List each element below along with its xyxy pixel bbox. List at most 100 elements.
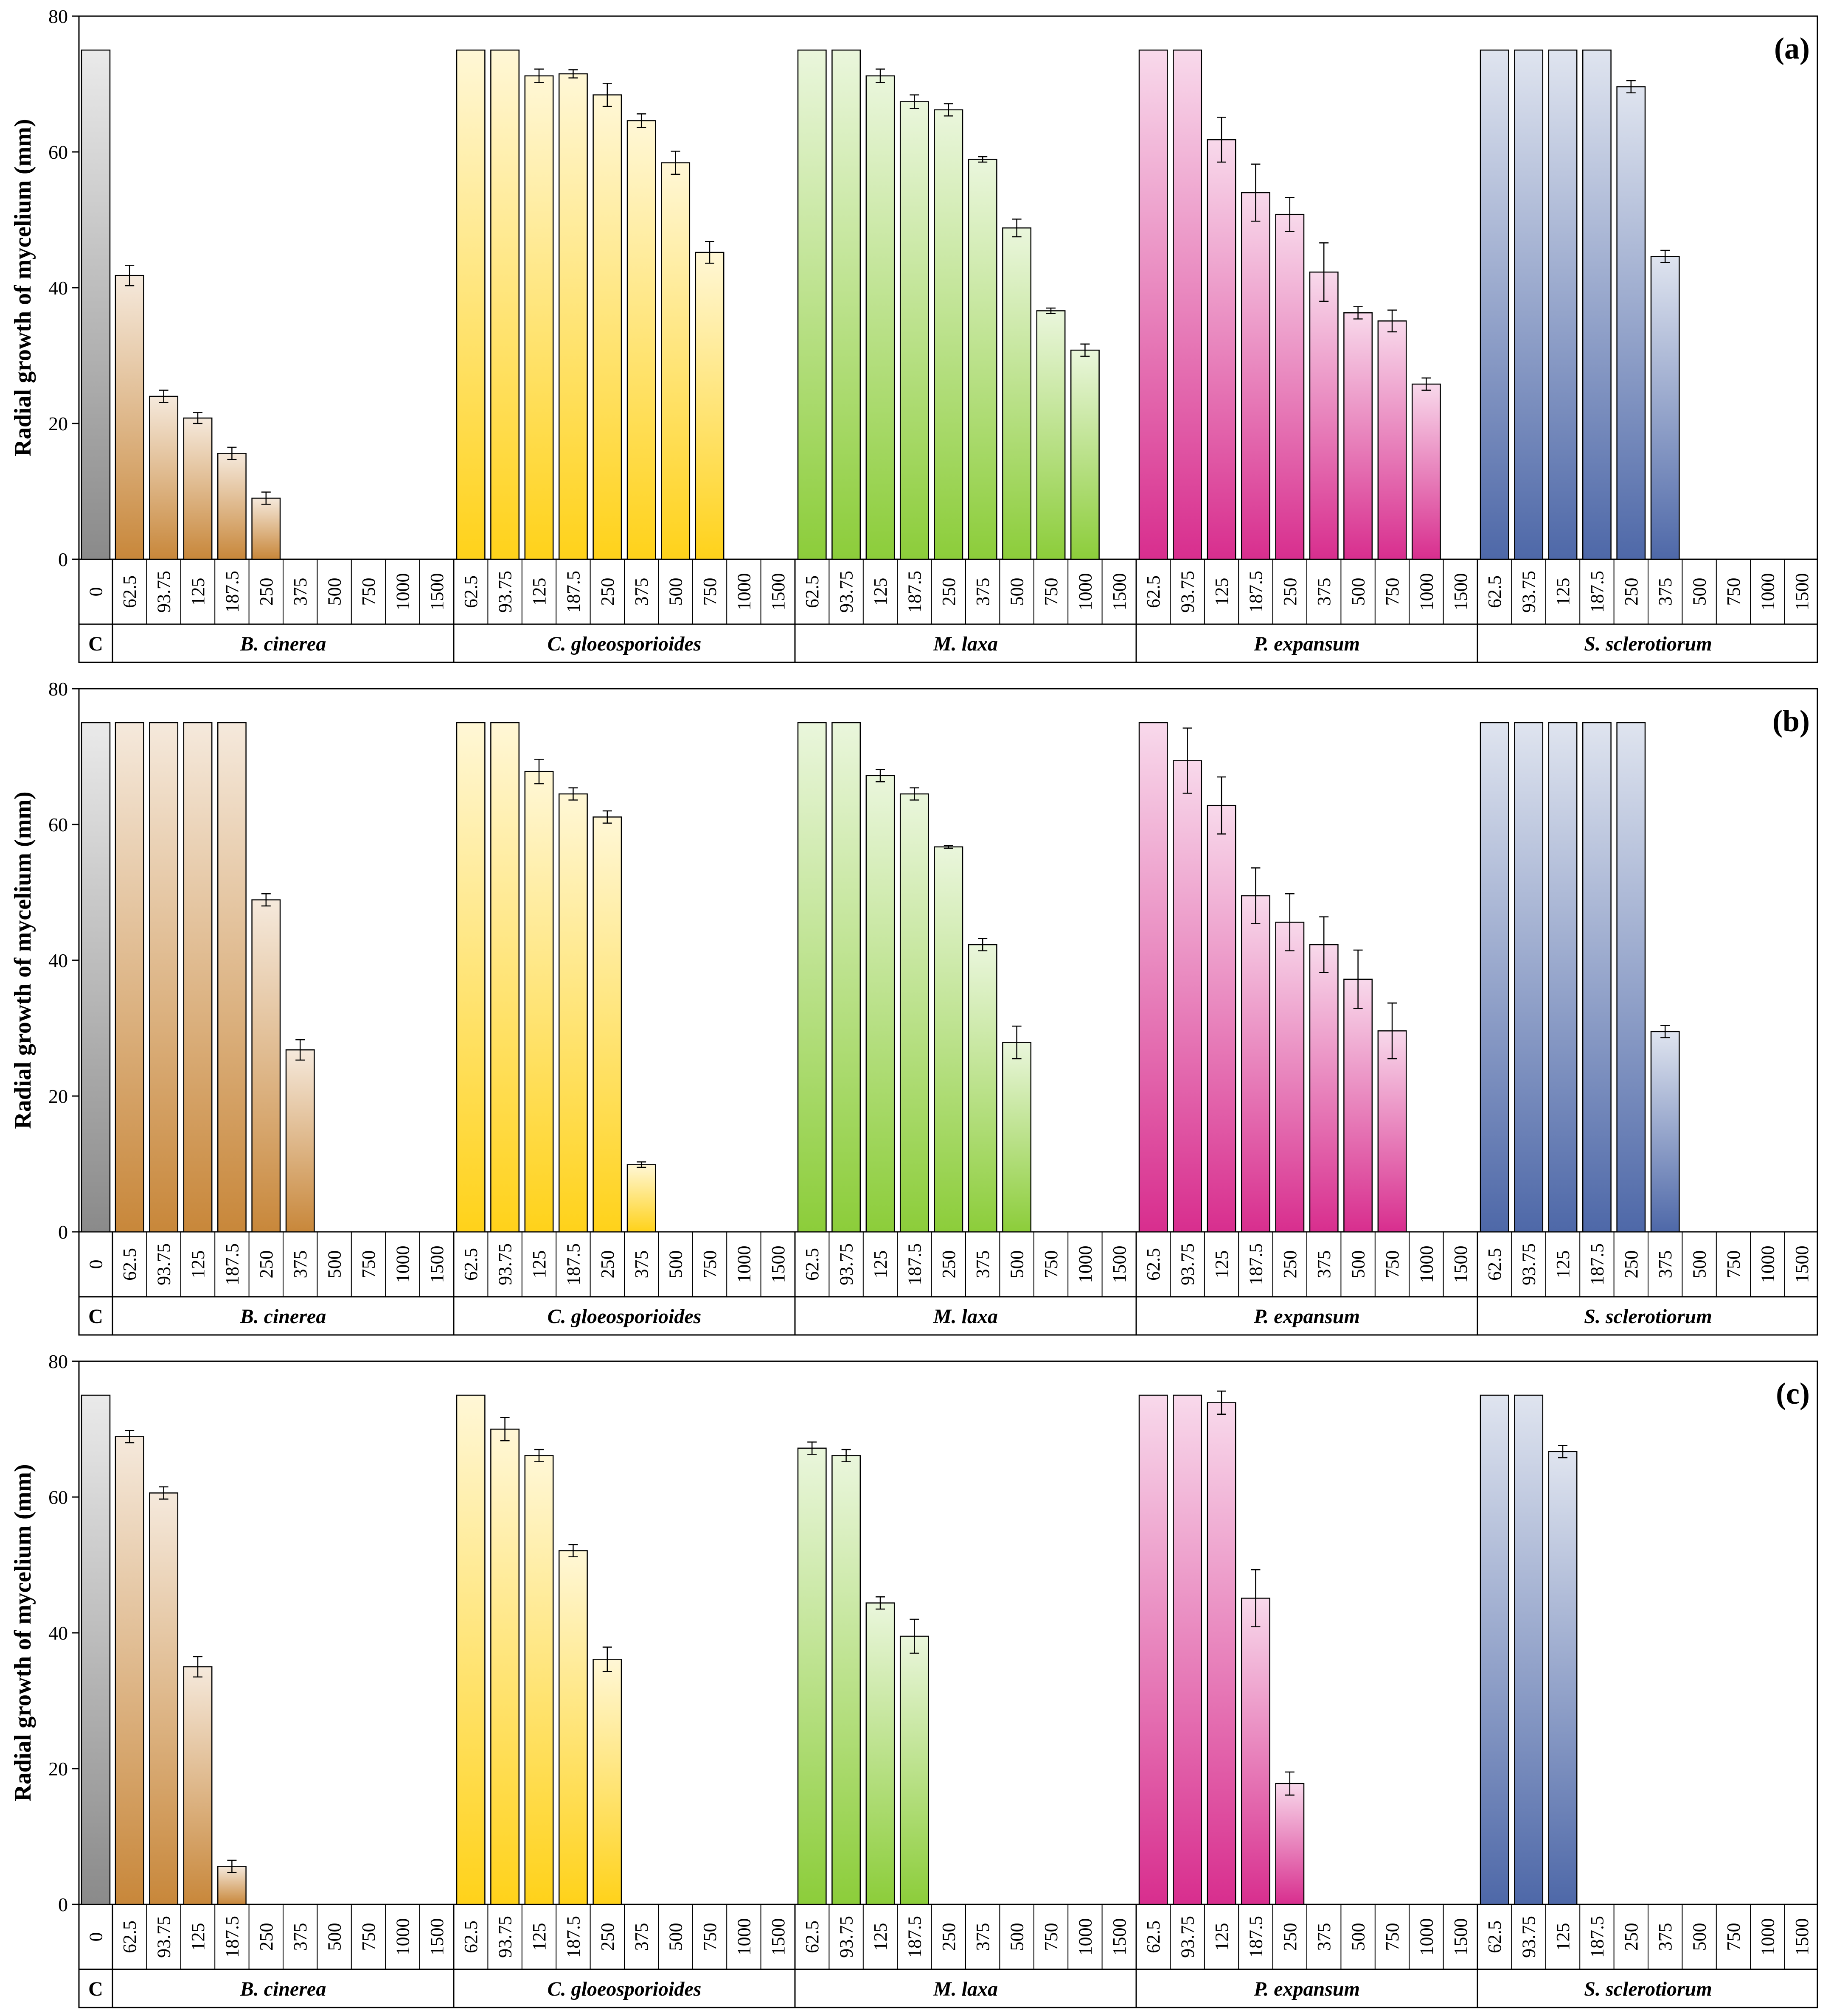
panel-1-s-sclerotiorum-dose-label: 187.5 xyxy=(1587,1243,1607,1285)
panel-2-y-tick-label: 40 xyxy=(48,1622,68,1644)
panel-1-m-laxa-dose-label: 500 xyxy=(1007,1251,1028,1279)
panel-1-p-expansum-bar xyxy=(1275,922,1305,1233)
panel-2-b-cinerea-dose-label: 125 xyxy=(188,1923,208,1951)
panel-1-s-sclerotiorum-group-label: S. sclerotiorum xyxy=(1584,1305,1712,1328)
panel-0-p-expansum-bar xyxy=(1377,320,1407,560)
panel-2-p-expansum-group-label: P. expansum xyxy=(1253,1978,1360,2000)
panel-0-control-dose-label: 0 xyxy=(86,587,107,597)
panel-0-c-gloeosporioides-bar xyxy=(490,49,520,560)
panel-0-p-expansum-bar xyxy=(1138,49,1168,560)
panel-1-b-cinerea-bar xyxy=(183,722,213,1233)
panel-1-b-cinerea-dose-label: 1000 xyxy=(392,1246,413,1283)
panel-2-m-laxa-dose-label: 1500 xyxy=(1109,1918,1130,1956)
panel-1-m-laxa-dose-label: 250 xyxy=(938,1251,959,1279)
panel-2-b-cinerea-dose-label: 500 xyxy=(324,1923,345,1951)
panel-0-b-cinerea-bar xyxy=(217,453,247,560)
panel-0-s-sclerotiorum-dose-label: 250 xyxy=(1621,578,1642,606)
panel-0-m-laxa-bar xyxy=(1036,310,1066,560)
panel-1-m-laxa-dose-label: 93.75 xyxy=(836,1243,857,1285)
panel-0-p-expansum-bar xyxy=(1411,383,1441,560)
panel-2-c-gloeosporioides-dose-label: 1500 xyxy=(768,1918,789,1956)
panel-1-p-expansum-group-label: P. expansum xyxy=(1253,1305,1360,1328)
panel-1-p-expansum-bar xyxy=(1241,895,1270,1233)
panel-2-b-cinerea-bar xyxy=(149,1492,179,1905)
panel-1-y-axis-label: Radial growth of mycelium (mm) xyxy=(10,791,36,1129)
panel-0-p-expansum-bar xyxy=(1309,271,1339,560)
panel-2-c-gloeosporioides-bar xyxy=(593,1659,622,1905)
panel-2-c-gloeosporioides-group-label: C. gloeosporioides xyxy=(548,1978,702,2000)
panel-1-c-gloeosporioides-bar xyxy=(456,722,486,1233)
panel-2-s-sclerotiorum-dose-label: 250 xyxy=(1621,1923,1642,1951)
panel-0-m-laxa-dose-label: 187.5 xyxy=(904,571,925,613)
panel-0-s-sclerotiorum-dose-label: 500 xyxy=(1689,578,1710,606)
panel-0-panel-label: (a) xyxy=(1774,31,1810,65)
panel-c: 0 20 40 60 80 Radial growth of mycelium (mm) (… xyxy=(10,1351,1818,2008)
panel-0-m-laxa-dose-label: 1500 xyxy=(1109,573,1130,611)
panel-2-p-expansum-dose-label: 1000 xyxy=(1416,1918,1437,1956)
panel-0-c-gloeosporioides-dose-label: 62.5 xyxy=(461,575,481,608)
panel-1-control-dose-label: 0 xyxy=(86,1260,107,1269)
panel-1-s-sclerotiorum-dose-label: 62.5 xyxy=(1484,1248,1505,1281)
panel-2-m-laxa-dose-label: 750 xyxy=(1041,1923,1062,1951)
panel-2-b-cinerea-dose-label: 187.5 xyxy=(222,1916,242,1958)
panel-0-c-gloeosporioides-dose-label: 125 xyxy=(529,578,550,606)
panel-2-m-laxa-dose-label: 375 xyxy=(972,1923,993,1951)
panel-0-p-expansum-bar xyxy=(1241,192,1270,560)
panel-1-c-gloeosporioides-bar xyxy=(524,771,554,1233)
panel-2-y-tick-label: 20 xyxy=(48,1758,68,1780)
panel-b: 0 20 40 60 80 Radial growth of mycelium (mm) (… xyxy=(10,678,1818,1336)
panel-0-b-cinerea-dose-label: 125 xyxy=(188,578,208,606)
panel-0-b-cinerea-group-label: B. cinerea xyxy=(240,633,326,655)
panel-0-c-gloeosporioides-bar xyxy=(626,120,656,560)
panel-0-m-laxa-group-label: M. laxa xyxy=(933,633,998,655)
panel-0-p-expansum-dose-label: 187.5 xyxy=(1245,571,1266,613)
panel-2-c-gloeosporioides-dose-label: 250 xyxy=(597,1923,618,1951)
panel-2-b-cinerea-dose-label: 1000 xyxy=(392,1918,413,1956)
panel-1-p-expansum-bar xyxy=(1309,944,1339,1233)
panel-2-c-gloeosporioides-dose-label: 1000 xyxy=(733,1918,754,1956)
panel-1-c-gloeosporioides-dose-label: 375 xyxy=(631,1251,652,1279)
panel-1-s-sclerotiorum-dose-label: 750 xyxy=(1723,1251,1744,1279)
panel-1-p-expansum-dose-label: 125 xyxy=(1211,1251,1232,1279)
panel-1-b-cinerea-group-label: B. cinerea xyxy=(240,1305,326,1328)
panel-1-panel-label: (b) xyxy=(1772,704,1810,738)
panel-0-y-tick-label: 20 xyxy=(48,413,68,435)
panel-1-m-laxa-dose-label: 125 xyxy=(870,1251,891,1279)
panel-1-s-sclerotiorum-dose-label: 250 xyxy=(1621,1251,1642,1279)
panel-0-p-expansum-bar xyxy=(1207,139,1236,560)
panel-2-s-sclerotiorum-bar xyxy=(1514,1394,1544,1905)
panel-1-b-cinerea-dose-label: 187.5 xyxy=(222,1243,242,1285)
panel-0-p-expansum-group-label: P. expansum xyxy=(1253,633,1360,655)
panel-1-b-cinerea-dose-label: 250 xyxy=(256,1251,277,1279)
panel-0-b-cinerea-bar xyxy=(183,417,213,560)
panel-0-p-expansum-bar xyxy=(1173,49,1202,560)
panel-0-m-laxa-bar xyxy=(831,49,861,560)
panel-1-p-expansum-dose-label: 750 xyxy=(1382,1251,1403,1279)
panel-2-y-tick-label: 80 xyxy=(48,1351,68,1372)
panel-2-b-cinerea-dose-label: 750 xyxy=(358,1923,379,1951)
panel-2-p-expansum-bar xyxy=(1275,1783,1305,1905)
panel-0-c-gloeosporioides-bar xyxy=(524,75,554,560)
panel-0-c-gloeosporioides-dose-label: 93.75 xyxy=(495,571,516,613)
panel-2-s-sclerotiorum-bar xyxy=(1548,1451,1578,1905)
panel-1-b-cinerea-dose-label: 125 xyxy=(188,1251,208,1279)
panel-1-s-sclerotiorum-dose-label: 375 xyxy=(1655,1251,1676,1279)
panel-0-b-cinerea-dose-label: 500 xyxy=(324,578,345,606)
panel-1-m-laxa-dose-label: 1000 xyxy=(1075,1246,1095,1283)
panel-2-p-expansum-dose-label: 187.5 xyxy=(1245,1916,1266,1958)
panel-1-m-laxa-bar xyxy=(968,944,997,1233)
panel-0-p-expansum-dose-label: 1000 xyxy=(1416,573,1437,611)
panel-2-p-expansum-bar xyxy=(1207,1402,1236,1905)
panel-2-m-laxa-bar xyxy=(899,1635,929,1905)
panel-0-c-gloeosporioides-bar xyxy=(661,162,691,560)
panel-1-s-sclerotiorum-bar xyxy=(1514,722,1544,1233)
panel-2-b-cinerea-bar xyxy=(115,1436,144,1905)
panel-0-y-tick-label: 60 xyxy=(48,141,68,163)
panel-2-control-dose-label: 0 xyxy=(86,1932,107,1942)
panel-2-c-gloeosporioides-bar xyxy=(456,1394,486,1905)
panel-2-p-expansum-dose-label: 500 xyxy=(1348,1923,1369,1951)
panel-0-s-sclerotiorum-dose-label: 375 xyxy=(1655,578,1676,606)
panel-0-c-gloeosporioides-dose-label: 500 xyxy=(666,578,686,606)
panel-2-c-gloeosporioides-bar xyxy=(490,1428,520,1905)
panel-1-p-expansum-dose-label: 1500 xyxy=(1450,1246,1471,1283)
